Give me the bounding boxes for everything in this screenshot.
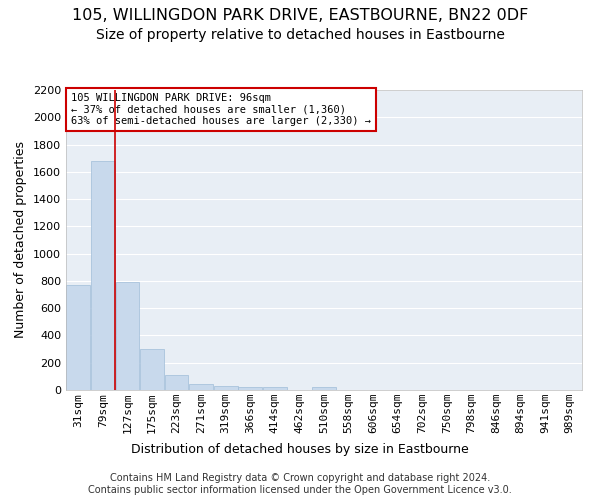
Bar <box>91 161 115 390</box>
Bar <box>116 282 139 390</box>
Text: Distribution of detached houses by size in Eastbourne: Distribution of detached houses by size … <box>131 442 469 456</box>
Bar <box>214 386 238 390</box>
Text: 105, WILLINGDON PARK DRIVE, EASTBOURNE, BN22 0DF: 105, WILLINGDON PARK DRIVE, EASTBOURNE, … <box>72 8 528 22</box>
Bar <box>312 388 336 390</box>
Bar <box>67 285 90 390</box>
Bar <box>164 375 188 390</box>
Bar <box>263 387 287 390</box>
Text: 105 WILLINGDON PARK DRIVE: 96sqm
← 37% of detached houses are smaller (1,360)
63: 105 WILLINGDON PARK DRIVE: 96sqm ← 37% o… <box>71 93 371 126</box>
Bar <box>140 349 164 390</box>
Bar <box>238 386 262 390</box>
Text: Contains HM Land Registry data © Crown copyright and database right 2024.
Contai: Contains HM Land Registry data © Crown c… <box>88 474 512 495</box>
Y-axis label: Number of detached properties: Number of detached properties <box>14 142 28 338</box>
Bar <box>189 384 213 390</box>
Text: Size of property relative to detached houses in Eastbourne: Size of property relative to detached ho… <box>95 28 505 42</box>
